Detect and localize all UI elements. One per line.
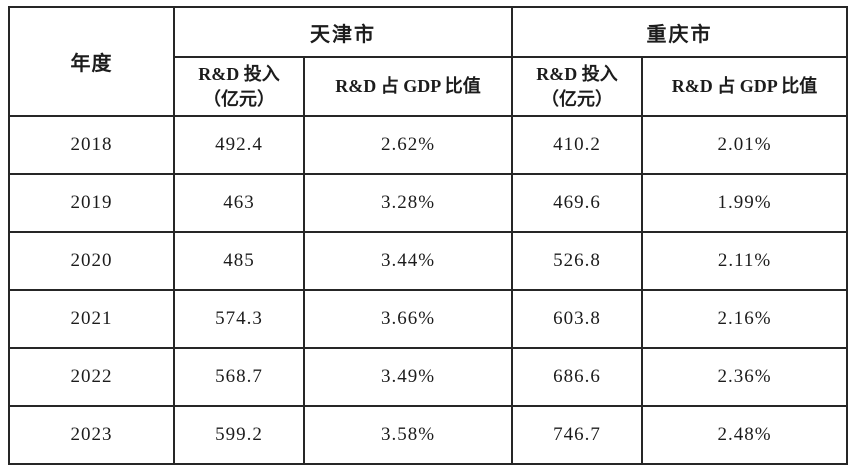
rd-comparison-table: 年度 天津市 重庆市 R&D 投入 （亿元） R&D 占 GDP 比值 R&D … xyxy=(8,6,848,465)
year-cell: 2020 xyxy=(8,231,175,291)
tianjin-rd-cell: 574.3 xyxy=(173,289,305,349)
table-row: 2023 599.2 3.58% 746.7 2.48% xyxy=(8,405,848,465)
subheader-row: R&D 投入 （亿元） R&D 占 GDP 比值 R&D 投入 （亿元） R&D… xyxy=(9,56,848,117)
chongqing-rd-cell: 410.2 xyxy=(511,115,643,175)
tianjin-ratio-cell: 2.62% xyxy=(303,115,513,175)
table-row: 2022 568.7 3.49% 686.6 2.36% xyxy=(8,347,848,407)
tianjin-rd-input-label-line1: R&D 投入 xyxy=(198,64,280,85)
tianjin-rd-cell: 492.4 xyxy=(173,115,305,175)
year-column-header: 年度 xyxy=(8,6,175,117)
chongqing-rd-input-label-line2: （亿元） xyxy=(541,88,613,109)
tianjin-rd-input-label-line2: （亿元） xyxy=(203,88,275,109)
chongqing-rd-input-label-line1: R&D 投入 xyxy=(536,64,618,85)
table-body: 2018 492.4 2.62% 410.2 2.01% 2019 463 3.28% 469.… xyxy=(8,115,848,465)
tianjin-rd-cell: 463 xyxy=(173,173,305,233)
year-cell: 2023 xyxy=(8,405,175,465)
chongqing-ratio-cell: 2.11% xyxy=(641,231,848,291)
chongqing-city-header: 重庆市 xyxy=(511,6,848,58)
chongqing-ratio-cell: 2.01% xyxy=(641,115,848,175)
year-cell: 2019 xyxy=(8,173,175,233)
year-cell: 2018 xyxy=(8,115,175,175)
tianjin-ratio-cell: 3.49% xyxy=(303,347,513,407)
tianjin-rd-cell: 568.7 xyxy=(173,347,305,407)
chongqing-rd-cell: 526.8 xyxy=(511,231,643,291)
table-header: 年度 天津市 重庆市 R&D 投入 （亿元） R&D 占 GDP 比值 R&D … xyxy=(8,6,848,117)
year-cell: 2022 xyxy=(8,347,175,407)
chongqing-gdp-ratio-header: R&D 占 GDP 比值 xyxy=(641,56,848,117)
chongqing-rd-cell: 686.6 xyxy=(511,347,643,407)
table-row: 2019 463 3.28% 469.6 1.99% xyxy=(8,173,848,233)
chongqing-rd-cell: 603.8 xyxy=(511,289,643,349)
tianjin-ratio-cell: 3.44% xyxy=(303,231,513,291)
tianjin-rd-input-header: R&D 投入 （亿元） xyxy=(173,56,305,117)
table-row: 2020 485 3.44% 526.8 2.11% xyxy=(8,231,848,291)
tianjin-gdp-ratio-header: R&D 占 GDP 比值 xyxy=(303,56,513,117)
tianjin-city-header: 天津市 xyxy=(173,6,513,58)
table-row: 2018 492.4 2.62% 410.2 2.01% xyxy=(8,115,848,175)
chongqing-ratio-cell: 2.36% xyxy=(641,347,848,407)
tianjin-ratio-cell: 3.66% xyxy=(303,289,513,349)
rd-comparison-table-wrapper: 年度 天津市 重庆市 R&D 投入 （亿元） R&D 占 GDP 比值 R&D … xyxy=(8,6,848,465)
tianjin-rd-cell: 485 xyxy=(173,231,305,291)
tianjin-rd-cell: 599.2 xyxy=(173,405,305,465)
chongqing-ratio-cell: 2.48% xyxy=(641,405,848,465)
city-header-row: 年度 天津市 重庆市 xyxy=(8,6,848,117)
year-cell: 2021 xyxy=(8,289,175,349)
tianjin-ratio-cell: 3.28% xyxy=(303,173,513,233)
table-row: 2021 574.3 3.66% 603.8 2.16% xyxy=(8,289,848,349)
chongqing-ratio-cell: 1.99% xyxy=(641,173,848,233)
chongqing-rd-input-header: R&D 投入 （亿元） xyxy=(511,56,643,117)
chongqing-rd-cell: 746.7 xyxy=(511,405,643,465)
chongqing-rd-cell: 469.6 xyxy=(511,173,643,233)
chongqing-ratio-cell: 2.16% xyxy=(641,289,848,349)
tianjin-ratio-cell: 3.58% xyxy=(303,405,513,465)
